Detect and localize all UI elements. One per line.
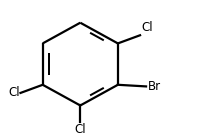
- Text: Br: Br: [148, 80, 161, 93]
- Text: Cl: Cl: [141, 21, 153, 34]
- Text: Cl: Cl: [74, 123, 86, 136]
- Text: Cl: Cl: [8, 86, 20, 99]
